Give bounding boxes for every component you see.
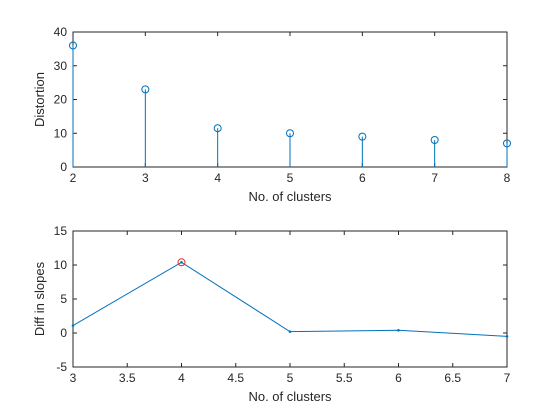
x-tick-label: 7: [431, 171, 438, 185]
y-axis-label: Diff in slopes: [32, 261, 47, 336]
axes-box: [72, 230, 508, 368]
x-tick-label: 5: [287, 171, 294, 185]
x-tick-label: 3: [142, 171, 149, 185]
stem-marker: [213, 124, 222, 133]
x-axis-label: No. of clusters: [248, 189, 332, 204]
highlight-marker: [177, 258, 186, 267]
x-tick-label: 4.5: [227, 371, 244, 385]
y-axis-label: Distortion: [32, 72, 47, 127]
y-tick-label: 40: [54, 25, 68, 39]
y-tick-label: 0: [60, 326, 67, 340]
x-tick-label: 6: [395, 371, 402, 385]
x-tick-label: 4: [178, 371, 185, 385]
x-tick-label: 6.5: [444, 371, 461, 385]
series-line: [72, 261, 508, 337]
x-tick-label: 3: [70, 371, 77, 385]
stem-marker: [286, 129, 294, 138]
x-tick-label: 7: [504, 371, 511, 385]
y-tick-label: 10: [54, 126, 68, 140]
data-point: [397, 328, 400, 332]
data-point: [71, 324, 75, 327]
x-tick-label: 4: [214, 171, 221, 185]
y-tick-label: -5: [56, 360, 67, 374]
x-tick-label: 8: [504, 171, 511, 185]
x-tick-label: 2: [70, 171, 77, 185]
distortion-stem-plot: 2 3 4 5 6 7 8 0 10 20 30 40 No. of clusters Distortio…: [32, 25, 511, 204]
y-tick-label: 15: [54, 224, 68, 238]
x-axis-label: No. of clusters: [248, 389, 332, 404]
stem-marker: [69, 41, 77, 50]
stem-marker: [503, 139, 511, 148]
x-tick-label: 3.5: [119, 371, 136, 385]
data-point: [180, 260, 183, 264]
y-tick-label: 10: [54, 258, 68, 272]
diff-in-slopes-line-plot: 3 3.5 4 4.5 5 5.5 6 6.5 7 -5 0 5 10 15 No. of clusters…: [32, 224, 511, 404]
y-tick-label: 5: [60, 292, 67, 306]
data-point: [505, 335, 509, 338]
stem-marker: [141, 85, 150, 94]
y-tick-label: 0: [60, 160, 67, 174]
y-tick-label: 20: [54, 93, 68, 107]
y-tick-label: 30: [54, 59, 68, 73]
x-tick-label: 5.5: [336, 371, 353, 385]
data-point: [288, 330, 292, 333]
x-tick-label: 6: [359, 171, 366, 185]
stem-marker: [358, 132, 367, 141]
x-tick-label: 5: [287, 371, 294, 385]
stem-marker: [430, 136, 439, 144]
